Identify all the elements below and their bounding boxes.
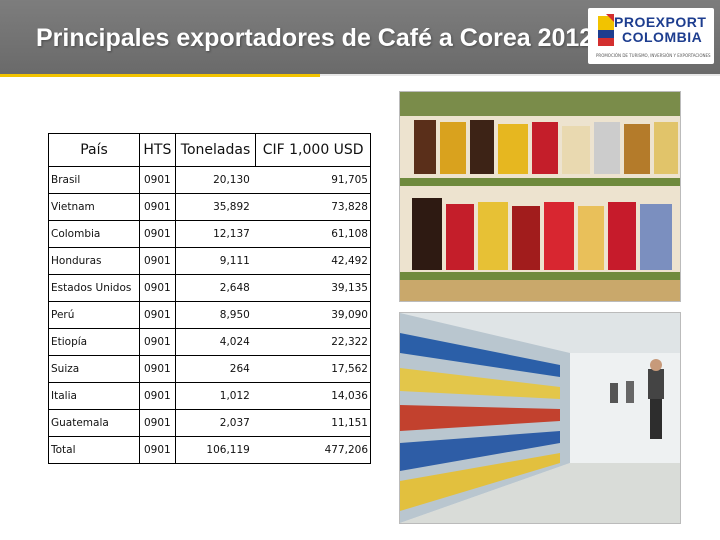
cell-pais: Estados Unidos bbox=[48, 274, 140, 302]
cell-cif: 17,562 bbox=[255, 355, 371, 383]
cell-pais: Colombia bbox=[48, 220, 140, 248]
cell-hts: 0901 bbox=[139, 274, 176, 302]
cell-pais: Guatemala bbox=[48, 409, 140, 437]
cell-toneladas: 9,111 bbox=[175, 247, 256, 275]
cell-toneladas: 264 bbox=[175, 355, 256, 383]
cell-hts: 0901 bbox=[139, 409, 176, 437]
coffee-shelf-illustration bbox=[400, 92, 680, 301]
logo-tagline: PROMOCIÓN DE TURISMO, INVERSIÓN Y EXPORT… bbox=[596, 53, 711, 58]
cell-hts: 0901 bbox=[139, 355, 176, 383]
cell-pais: Suiza bbox=[48, 355, 140, 383]
table-row: Vietnam 0901 35,892 73,828 bbox=[48, 193, 371, 221]
cell-toneladas: 12,137 bbox=[175, 220, 256, 248]
table-row: Total 0901 106,119 477,206 bbox=[48, 436, 371, 464]
cell-hts: 0901 bbox=[139, 220, 176, 248]
logo-line1: PROEXPORT bbox=[614, 14, 707, 30]
cell-pais: Brasil bbox=[48, 166, 140, 194]
cell-pais: Vietnam bbox=[48, 193, 140, 221]
title-bar: Principales exportadores de Café a Corea… bbox=[0, 0, 720, 74]
table-row: Italia 0901 1,012 14,036 bbox=[48, 382, 371, 410]
cell-cif: 39,135 bbox=[255, 274, 371, 302]
header-toneladas: Toneladas bbox=[174, 133, 257, 167]
cell-toneladas: 2,037 bbox=[175, 409, 256, 437]
cell-toneladas: 8,950 bbox=[175, 301, 256, 329]
cell-toneladas: 2,648 bbox=[175, 274, 256, 302]
cell-cif: 61,108 bbox=[255, 220, 371, 248]
cell-cif: 73,828 bbox=[255, 193, 371, 221]
cell-toneladas: 106,119 bbox=[175, 436, 256, 464]
cell-pais: Perú bbox=[48, 301, 140, 329]
cell-hts: 0901 bbox=[139, 382, 176, 410]
cell-hts: 0901 bbox=[139, 328, 176, 356]
table-header-row: País HTS Toneladas CIF 1,000 USD bbox=[48, 133, 371, 167]
table-row: Suiza 0901 264 17,562 bbox=[48, 355, 371, 383]
coffee-shelf-photo bbox=[399, 91, 681, 302]
cell-hts: 0901 bbox=[139, 436, 176, 464]
proexport-logo: PROEXPORT COLOMBIA PROMOCIÓN DE TURISMO,… bbox=[588, 8, 714, 64]
cell-cif: 11,151 bbox=[255, 409, 371, 437]
cell-hts: 0901 bbox=[139, 193, 176, 221]
cell-cif: 22,322 bbox=[255, 328, 371, 356]
accent-rule bbox=[0, 74, 320, 77]
table-row: Colombia 0901 12,137 61,108 bbox=[48, 220, 371, 248]
cell-pais: Honduras bbox=[48, 247, 140, 275]
table-row: Guatemala 0901 2,037 11,151 bbox=[48, 409, 371, 437]
cell-toneladas: 4,024 bbox=[175, 328, 256, 356]
cell-pais: Etiopía bbox=[48, 328, 140, 356]
divider-rule bbox=[320, 74, 720, 76]
table-row: Honduras 0901 9,111 42,492 bbox=[48, 247, 371, 275]
logo-mark-icon bbox=[598, 14, 614, 46]
cell-cif: 42,492 bbox=[255, 247, 371, 275]
cell-pais: Italia bbox=[48, 382, 140, 410]
cell-pais: Total bbox=[48, 436, 140, 464]
exporters-table: País HTS Toneladas CIF 1,000 USD Brasil 0… bbox=[48, 133, 371, 464]
cell-toneladas: 1,012 bbox=[175, 382, 256, 410]
table-row: Estados Unidos 0901 2,648 39,135 bbox=[48, 274, 371, 302]
cell-hts: 0901 bbox=[139, 166, 176, 194]
cell-cif: 91,705 bbox=[255, 166, 371, 194]
cell-toneladas: 35,892 bbox=[175, 193, 256, 221]
cell-cif: 39,090 bbox=[255, 301, 371, 329]
header-pais: País bbox=[48, 133, 140, 167]
table-row: Brasil 0901 20,130 91,705 bbox=[48, 166, 371, 194]
cell-cif: 477,206 bbox=[255, 436, 371, 464]
cell-hts: 0901 bbox=[139, 247, 176, 275]
supermarket-aisle-photo bbox=[399, 312, 681, 524]
slide-title: Principales exportadores de Café a Corea… bbox=[36, 24, 594, 52]
supermarket-aisle-illustration bbox=[400, 313, 680, 523]
header-hts: HTS bbox=[139, 133, 176, 167]
cell-cif: 14,036 bbox=[255, 382, 371, 410]
cell-hts: 0901 bbox=[139, 301, 176, 329]
logo-line2: COLOMBIA bbox=[622, 29, 703, 45]
cell-toneladas: 20,130 bbox=[175, 166, 256, 194]
table-row: Perú 0901 8,950 39,090 bbox=[48, 301, 371, 329]
table-row: Etiopía 0901 4,024 22,322 bbox=[48, 328, 371, 356]
header-cif: CIF 1,000 USD bbox=[255, 133, 371, 167]
